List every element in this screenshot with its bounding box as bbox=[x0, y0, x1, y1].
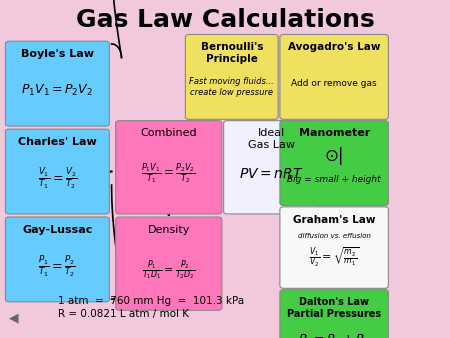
Text: 1 atm  =  760 mm Hg  =  101.3 kPa: 1 atm = 760 mm Hg = 101.3 kPa bbox=[58, 296, 245, 306]
FancyBboxPatch shape bbox=[185, 34, 278, 119]
FancyBboxPatch shape bbox=[280, 121, 388, 206]
Text: Bernoulli's
Principle: Bernoulli's Principle bbox=[201, 42, 263, 64]
Text: Add or remove gas: Add or remove gas bbox=[291, 79, 377, 88]
Text: Manometer: Manometer bbox=[298, 128, 370, 139]
FancyBboxPatch shape bbox=[280, 34, 388, 119]
Text: R = 0.0821 L atm / mol K: R = 0.0821 L atm / mol K bbox=[58, 309, 189, 319]
Text: Combined: Combined bbox=[140, 128, 197, 139]
Text: Gay-Lussac: Gay-Lussac bbox=[22, 225, 93, 235]
Text: Graham's Law: Graham's Law bbox=[293, 215, 375, 225]
Text: $P_1V_1 = P_2V_2$: $P_1V_1 = P_2V_2$ bbox=[22, 83, 93, 98]
Text: Big = small + height: Big = small + height bbox=[287, 175, 381, 185]
FancyBboxPatch shape bbox=[280, 290, 388, 338]
FancyBboxPatch shape bbox=[5, 41, 109, 126]
FancyBboxPatch shape bbox=[116, 121, 222, 214]
Text: ◀: ◀ bbox=[9, 311, 18, 324]
FancyBboxPatch shape bbox=[224, 121, 319, 214]
FancyBboxPatch shape bbox=[116, 217, 222, 310]
Text: Avogadro's Law: Avogadro's Law bbox=[288, 42, 380, 52]
Text: $\frac{V_1}{T_1} = \frac{V_2}{T_2}$: $\frac{V_1}{T_1} = \frac{V_2}{T_2}$ bbox=[38, 166, 77, 191]
Text: $PV =  nRT$: $PV = nRT$ bbox=[239, 167, 303, 181]
Text: $\frac{P_1}{T_1D_1} = \frac{P_2}{T_2D_2}$: $\frac{P_1}{T_1D_1} = \frac{P_2}{T_2D_2}… bbox=[142, 259, 195, 282]
Text: $P_T = P_A + P_B$: $P_T = P_A + P_B$ bbox=[298, 333, 370, 338]
Text: Fast moving fluids...
create low pressure: Fast moving fluids... create low pressur… bbox=[189, 77, 274, 97]
Text: Ideal
Gas Law: Ideal Gas Law bbox=[248, 128, 295, 150]
FancyBboxPatch shape bbox=[280, 207, 388, 288]
Text: diffusion vs. effusion: diffusion vs. effusion bbox=[297, 233, 371, 239]
FancyBboxPatch shape bbox=[5, 217, 109, 302]
Text: $\frac{V_1}{V_2} = \sqrt{\frac{m_2}{m_1}}$: $\frac{V_1}{V_2} = \sqrt{\frac{m_2}{m_1}… bbox=[309, 246, 360, 269]
Text: ⊙|: ⊙| bbox=[324, 147, 344, 165]
Text: Boyle's Law: Boyle's Law bbox=[21, 49, 94, 59]
Text: Dalton's Law
Partial Pressures: Dalton's Law Partial Pressures bbox=[287, 297, 381, 319]
Text: Density: Density bbox=[148, 225, 190, 235]
Text: Charles' Law: Charles' Law bbox=[18, 137, 97, 147]
Text: $\frac{P_1V_1}{T_1} = \frac{P_2V_2}{T_2}$: $\frac{P_1V_1}{T_1} = \frac{P_2V_2}{T_2}… bbox=[141, 162, 196, 186]
Text: $\frac{P_1}{T_1} = \frac{P_2}{T_2}$: $\frac{P_1}{T_1} = \frac{P_2}{T_2}$ bbox=[38, 254, 76, 279]
FancyBboxPatch shape bbox=[5, 129, 109, 214]
Text: Gas Law Calculations: Gas Law Calculations bbox=[76, 8, 374, 32]
